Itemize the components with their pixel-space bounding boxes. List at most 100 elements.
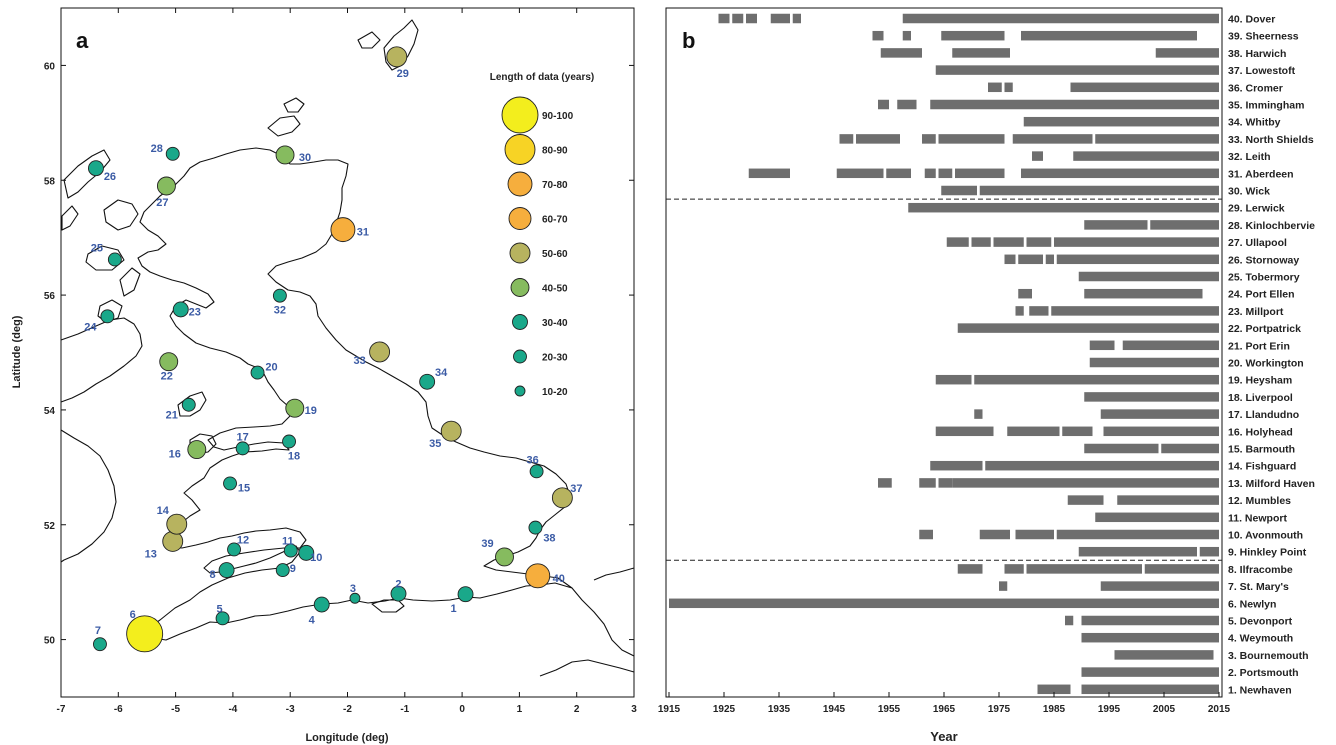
station-number-label: 10 xyxy=(310,552,322,564)
timeline-x-tick-label: 1995 xyxy=(1098,704,1121,715)
station-marker xyxy=(551,487,573,509)
data-span-bar xyxy=(1084,288,1203,299)
legend-swatch xyxy=(513,349,527,364)
data-span-bar xyxy=(908,202,1219,213)
timeline-frame xyxy=(665,7,1223,698)
legend-label: 20-30 xyxy=(542,353,568,364)
station-number-label: 5 xyxy=(217,603,223,615)
data-span-bar xyxy=(1021,168,1219,179)
data-span-bar xyxy=(732,13,744,24)
data-span-bar xyxy=(1144,564,1219,574)
data-span-bar xyxy=(971,237,991,247)
station-row-label: 9. Hinkley Point xyxy=(1228,547,1307,559)
map-x-tick-label: 1 xyxy=(517,704,523,715)
station-marker xyxy=(165,146,180,161)
station-marker xyxy=(162,530,184,552)
map-y-tick-label: 54 xyxy=(44,406,56,417)
station-marker xyxy=(227,542,241,557)
timeline-x-tick-label: 1955 xyxy=(878,704,901,715)
station-row-label: 11. Newport xyxy=(1228,512,1287,524)
data-span-bar xyxy=(1007,426,1060,437)
map-y-tick-label: 56 xyxy=(44,291,56,302)
station-number-label: 39 xyxy=(481,538,493,550)
station-marker xyxy=(100,309,115,324)
data-span-bar xyxy=(748,168,790,179)
data-span-bar xyxy=(1021,30,1197,41)
data-span-bar xyxy=(1026,564,1142,574)
data-span-bar xyxy=(1095,512,1219,523)
station-row-label: 31. Aberdeen xyxy=(1228,168,1294,180)
data-span-bar xyxy=(1084,392,1219,402)
map-x-tick-label: -1 xyxy=(400,704,409,715)
station-row-label: 23. Millport xyxy=(1228,306,1284,318)
station-number-label: 6 xyxy=(130,609,136,621)
data-span-bar xyxy=(1073,151,1219,161)
station-row-label: 20. Workington xyxy=(1228,358,1304,370)
station-marker xyxy=(218,562,235,579)
station-marker xyxy=(525,563,551,589)
legend-swatch xyxy=(510,278,530,297)
data-span-bar xyxy=(718,13,730,24)
station-row-label: 36. Cromer xyxy=(1228,82,1283,94)
station-number-label: 33 xyxy=(353,355,365,367)
station-number-label: 21 xyxy=(166,410,178,422)
station-row-label: 29. Lerwick xyxy=(1228,203,1285,215)
station-number-label: 24 xyxy=(84,321,97,333)
data-span-bar xyxy=(1037,684,1071,695)
data-span-bar xyxy=(955,168,1005,179)
data-span-bar xyxy=(1065,615,1074,626)
map-x-tick-label: -7 xyxy=(57,704,66,715)
map-y-tick-label: 58 xyxy=(44,176,56,187)
station-marker xyxy=(349,592,361,604)
station-number-label: 13 xyxy=(145,548,157,560)
timeline-x-tick-label: 1975 xyxy=(988,704,1011,715)
station-row-label: 35. Immingham xyxy=(1228,100,1304,112)
legend-label: 10-20 xyxy=(542,387,568,398)
station-number-label: 29 xyxy=(397,68,409,80)
data-span-bar xyxy=(1015,529,1054,540)
station-number-label: 9 xyxy=(290,563,296,575)
station-row-label: 28. Kinlochbervie xyxy=(1228,220,1315,232)
timeline-x-tick-label: 2015 xyxy=(1208,704,1231,715)
map-x-tick-label: 0 xyxy=(459,704,465,715)
station-marker xyxy=(88,160,104,177)
data-availability-bars: 1. Newhaven 2. Portsmouth 3. Bournemouth 4.… xyxy=(666,13,1315,696)
legend-label: 50-60 xyxy=(542,249,568,260)
data-span-bar xyxy=(839,134,854,144)
data-span-bar xyxy=(919,478,936,488)
station-row-label: 4. Weymouth xyxy=(1228,633,1293,645)
station-number-label: 14 xyxy=(157,505,170,517)
station-marker xyxy=(298,544,315,561)
station-row-label: 10. Avonmouth xyxy=(1228,530,1303,542)
map-y-tick-label: 52 xyxy=(44,521,56,532)
station-marker xyxy=(223,476,237,491)
data-span-bar xyxy=(938,134,1005,144)
station-marker xyxy=(457,586,474,603)
timeline-x-tick-label: 1985 xyxy=(1043,704,1066,715)
station-number-label: 31 xyxy=(357,227,369,239)
data-span-bar xyxy=(999,581,1008,591)
station-marker xyxy=(285,398,305,418)
station-number-label: 11 xyxy=(282,536,294,548)
data-span-bar xyxy=(669,598,1219,609)
data-span-bar xyxy=(1004,82,1013,93)
station-row-label: 39. Sheerness xyxy=(1228,31,1299,43)
station-marker xyxy=(187,440,207,459)
station-number-label: 37 xyxy=(570,483,582,495)
map-x-tick-label: -5 xyxy=(171,704,180,715)
station-number-label: 8 xyxy=(210,569,216,581)
data-span-bar xyxy=(985,460,1219,471)
station-row-label: 8. Ilfracombe xyxy=(1228,564,1293,576)
station-row-label: 30. Wick xyxy=(1228,186,1270,198)
data-span-bar xyxy=(946,237,969,247)
data-span-bar xyxy=(957,564,983,574)
station-number-label: 20 xyxy=(265,362,277,374)
data-span-bar xyxy=(1081,667,1219,677)
data-span-bar xyxy=(1004,254,1016,265)
data-span-bar xyxy=(1100,581,1219,591)
data-span-bar xyxy=(878,478,892,488)
station-marker xyxy=(235,441,250,456)
data-span-bar xyxy=(902,30,911,41)
station-row-label: 40. Dover xyxy=(1228,14,1275,26)
